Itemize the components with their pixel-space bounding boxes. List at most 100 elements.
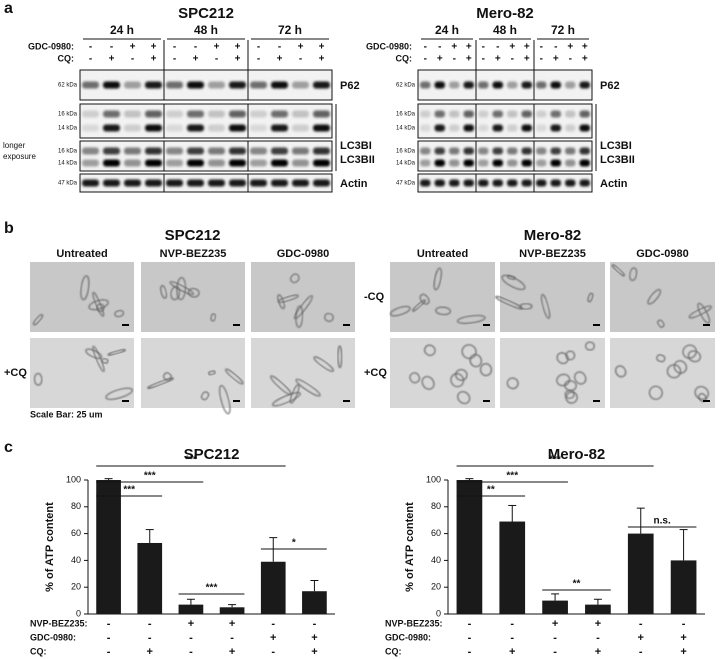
cell [687, 350, 702, 363]
blot-band [550, 179, 561, 187]
treatment-sign: + [235, 42, 241, 53]
significance-label: *** [549, 455, 561, 466]
blot-band [208, 81, 225, 89]
treatment-sign: - [299, 54, 302, 65]
blot-band [420, 81, 431, 89]
cell [574, 371, 587, 385]
bar [627, 533, 654, 614]
blot-band [82, 81, 99, 89]
protein-label: LC3BII [600, 154, 635, 166]
treatment-sign: + [495, 54, 501, 65]
blot-band [550, 147, 561, 155]
blot-band [579, 110, 590, 118]
treatment-sign: - [482, 42, 485, 53]
treatment-sign: - [438, 42, 441, 53]
treatment-sign: + [466, 42, 472, 53]
treatment-label: GDC-0980: [28, 41, 74, 51]
blot-band [313, 179, 330, 187]
blot-band [507, 147, 518, 155]
blot-box [417, 69, 593, 101]
blot-band [208, 124, 225, 132]
blot-band [82, 179, 99, 187]
blot-band [434, 147, 445, 155]
blot-band [292, 81, 309, 89]
kda-label: 16 kDa [396, 112, 416, 118]
protein-label: P62 [340, 80, 360, 92]
kda-label: 16 kDa [396, 149, 416, 155]
blot-box [79, 173, 333, 193]
blot-band [565, 110, 576, 118]
blot-band [478, 110, 489, 118]
time-label: 72 h [278, 23, 302, 37]
blot-band [463, 147, 474, 155]
column-label: NVP-BEZ235 [160, 248, 227, 260]
blot-band [103, 81, 120, 89]
cell [290, 273, 300, 284]
cell [656, 354, 666, 363]
blot-band [478, 124, 489, 132]
blot-band [420, 179, 431, 187]
row-label: +CQ [4, 367, 27, 379]
bar [219, 607, 245, 614]
blot-band [166, 81, 183, 89]
treatment-label: NVP-BEZ235: [30, 618, 88, 628]
blot-band [103, 124, 120, 132]
treatment-sign: - [540, 42, 543, 53]
blot-band [449, 124, 460, 132]
cell [424, 344, 436, 357]
blot-band [463, 81, 474, 89]
blot-title: SPC212 [178, 5, 234, 22]
blot-band [463, 159, 474, 167]
treatment-sign: - [424, 42, 427, 53]
micrograph [30, 338, 134, 408]
cell [682, 344, 697, 359]
blot-band [82, 159, 99, 167]
column-label: GDC-0980 [636, 248, 689, 260]
blot-band [420, 147, 431, 155]
column-label: Untreated [417, 248, 468, 260]
cell [324, 312, 334, 322]
treatment-sign: - [173, 42, 176, 53]
blot-band [565, 159, 576, 167]
treatment-sign: - [194, 42, 197, 53]
blot-band [550, 81, 561, 89]
cell [556, 373, 571, 387]
treatment-sign: - [639, 646, 643, 658]
micrograph [610, 262, 715, 332]
treatment-sign: - [215, 54, 218, 65]
blot-band [550, 110, 561, 118]
treatment-sign: - [89, 54, 92, 65]
kda-label: 47 kDa [396, 181, 416, 187]
blot-band [550, 124, 561, 132]
y-tick-label: 0 [436, 608, 441, 618]
bar [499, 521, 526, 614]
treatment-sign: + [151, 42, 157, 53]
cell [114, 309, 125, 318]
blot-band [271, 124, 288, 132]
treatment-sign: - [107, 618, 111, 630]
blot-band [507, 81, 518, 89]
time-label: 48 h [194, 23, 218, 37]
cell [160, 285, 168, 299]
blot-band [536, 110, 547, 118]
kda-label: 47 kDa [58, 181, 78, 187]
treatment-label: GDC-0980: [385, 632, 431, 642]
blot-band [313, 124, 330, 132]
treatment-sign: - [540, 54, 543, 65]
blot-band [250, 81, 267, 89]
blot-band [250, 147, 267, 155]
cell [313, 356, 334, 372]
treatment-sign: + [638, 632, 644, 644]
blot-band [271, 147, 288, 155]
treatment-sign: + [277, 54, 283, 65]
blot-band [271, 179, 288, 187]
treatment-sign: - [189, 646, 193, 658]
blot-band [145, 110, 162, 118]
cell [80, 275, 90, 301]
treatment-sign: + [552, 618, 558, 630]
blot-band [521, 179, 532, 187]
treatment-sign: - [482, 54, 485, 65]
cell [107, 348, 126, 356]
blot-band [579, 124, 590, 132]
blot-band [103, 110, 120, 118]
